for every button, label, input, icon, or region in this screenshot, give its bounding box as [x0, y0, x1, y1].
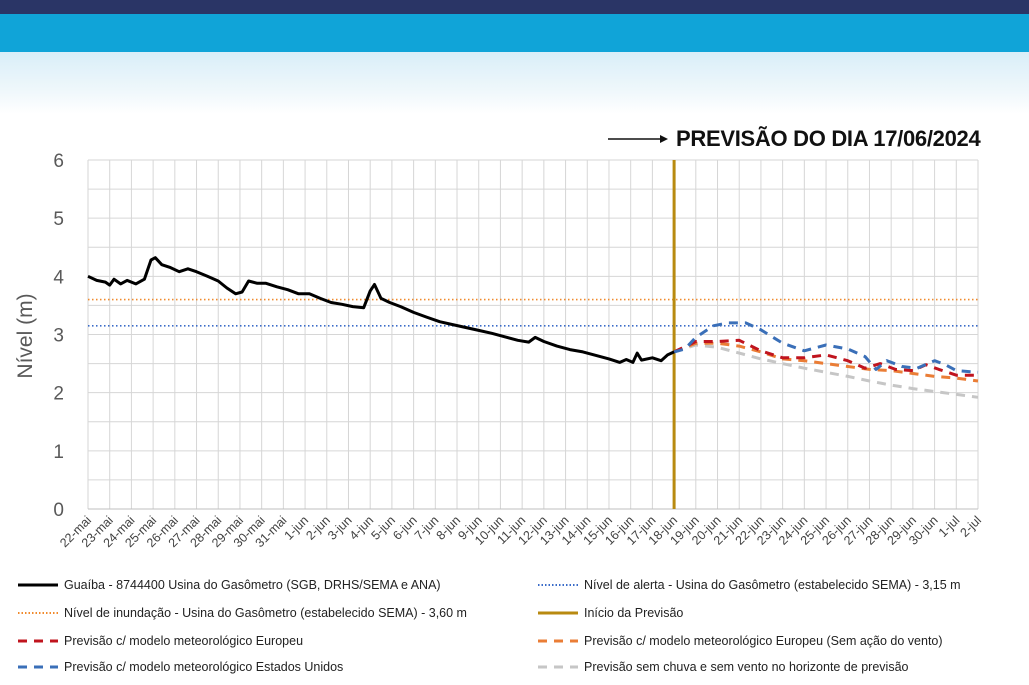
legend-swatch-eu — [18, 639, 58, 643]
legend-item-eu: Previsão c/ modelo meteorológico Europeu — [18, 634, 303, 648]
x-tick-label: 2-jul — [958, 513, 985, 540]
legend-item-norain-nowind: Previsão sem chuva e sem vento no horizo… — [538, 660, 908, 674]
legend-label-flood: Nível de inundação - Usina do Gasômetro … — [64, 606, 467, 620]
x-tick-label: 1-jul — [936, 513, 963, 540]
legend-label-us: Previsão c/ modelo meteorológico Estados… — [64, 660, 344, 674]
x-tick-label: 4-jun — [347, 513, 377, 543]
legend-label-eu: Previsão c/ modelo meteorológico Europeu — [64, 634, 304, 648]
legend-label-alert: Nível de alerta - Usina do Gasômetro (es… — [584, 578, 961, 592]
y-tick-label: 3 — [53, 326, 64, 347]
x-tick-label: 3-jun — [325, 513, 355, 543]
observed-series-line — [87, 256, 675, 364]
legend-item-eu-nowind: Previsão c/ modelo meteorológico Europeu… — [538, 634, 943, 648]
y-tick-label: 5 — [53, 209, 64, 230]
eu-nowind-forecast-line — [673, 341, 979, 383]
x-tick-label: 5-jun — [368, 513, 398, 543]
reference-lines — [88, 160, 978, 509]
x-tick-label: 1-jun — [282, 513, 312, 543]
x-axis-ticks: 22-mai23-mai24-mai25-mai26-mai27-mai28-m… — [57, 513, 984, 550]
forecast-heading: PREVISÃO DO DIA 17/06/2024 — [608, 124, 981, 154]
chart-series — [87, 256, 979, 399]
eu-forecast-line — [673, 338, 978, 377]
legend-label-eu-nowind: Previsão c/ modelo meteorológico Europeu… — [584, 634, 943, 648]
x-tick-label: 7-jun — [412, 513, 442, 543]
legend-item-us: Previsão c/ modelo meteorológico Estados… — [18, 660, 343, 674]
legend-item-observed: Guaíba - 8744400 Usina do Gasômetro (SGB… — [18, 578, 441, 592]
x-tick-label: 6-jun — [390, 513, 420, 543]
legend-label-norain-nowind: Previsão sem chuva e sem vento no horizo… — [584, 660, 909, 674]
legend-swatch-norain-nowind — [538, 665, 578, 669]
y-tick-label: 2 — [53, 384, 64, 405]
x-tick-label: 2-jun — [303, 513, 333, 543]
top-bar-gradient — [0, 52, 1029, 114]
y-tick-label: 4 — [53, 267, 64, 288]
legend-item-forecast-start: Início da Previsão — [538, 606, 683, 620]
norain-nowind-forecast-line — [673, 343, 979, 399]
chart-grid — [87, 159, 979, 510]
legend-swatch-observed — [18, 583, 58, 587]
y-tick-label: 1 — [53, 442, 64, 463]
us-forecast-line — [673, 321, 979, 374]
forecast-title: PREVISÃO DO DIA 17/06/2024 — [676, 126, 981, 151]
legend-swatch-alert — [538, 584, 578, 586]
legend-swatch-forecast-start — [538, 611, 578, 615]
y-tick-label: 6 — [53, 151, 64, 172]
water-level-chart: 0 1 2 3 4 5 6 22-mai23-mai24-mai25-mai26-mai27… — [14, 151, 984, 550]
y-tick-label: 0 — [53, 500, 64, 521]
arrow-right-icon — [608, 135, 668, 143]
legend-label-forecast-start: Início da Previsão — [584, 606, 684, 620]
legend-swatch-us — [18, 665, 58, 669]
top-bar-blue — [0, 14, 1029, 52]
legend-swatch-flood — [18, 612, 58, 614]
legend-label-observed: Guaíba - 8744400 Usina do Gasômetro (SGB… — [64, 578, 441, 592]
y-axis-label: Nível (m) — [14, 293, 37, 378]
legend-item-alert: Nível de alerta - Usina do Gasômetro (es… — [538, 578, 961, 592]
legend-item-flood: Nível de inundação - Usina do Gasômetro … — [18, 606, 467, 620]
legend-swatch-eu-nowind — [538, 639, 578, 643]
top-bar-dark — [0, 0, 1029, 14]
y-axis-ticks: 0 1 2 3 4 5 6 — [53, 151, 64, 521]
x-tick-label: 8-jun — [434, 513, 464, 543]
